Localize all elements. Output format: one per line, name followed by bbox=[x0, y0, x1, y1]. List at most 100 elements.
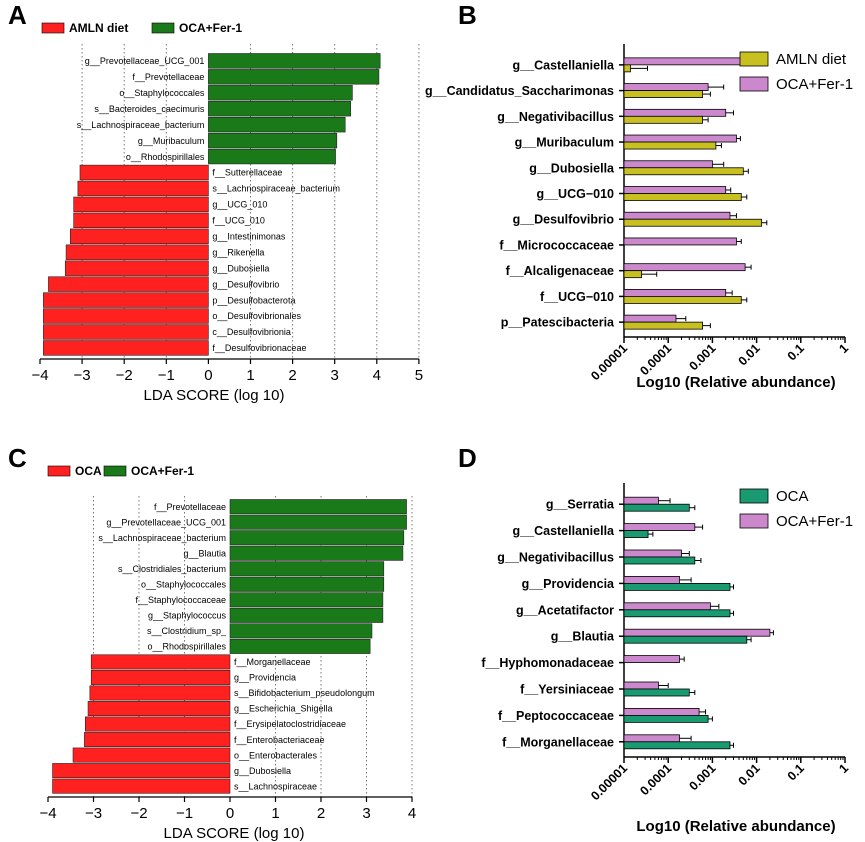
x-tick-label: 1 bbox=[836, 761, 851, 776]
bar bbox=[48, 276, 209, 292]
x-tick-label: 0.0001 bbox=[637, 341, 674, 378]
x-tick-label: 5 bbox=[415, 367, 423, 384]
bar-label: o__Rhodospirillales bbox=[126, 152, 205, 162]
x-tick-label: −2 bbox=[130, 805, 147, 822]
legend-swatch bbox=[739, 51, 769, 67]
x-tick-label: −1 bbox=[176, 805, 193, 822]
y-tick-label: g__Blautia bbox=[551, 630, 615, 644]
x-tick-label: 0.01 bbox=[736, 341, 763, 368]
y-tick-label: g__Negativibacillus bbox=[497, 551, 614, 565]
bar bbox=[623, 556, 696, 565]
bar-label: f__Erysipelatoclostridiaceae bbox=[234, 719, 346, 729]
bar-label: o__Desulfovibrionales bbox=[212, 311, 301, 321]
y-tick-label: g__Muribaculum bbox=[515, 136, 614, 150]
bar bbox=[623, 289, 727, 297]
legend-swatch bbox=[739, 488, 769, 504]
y-tick-label: f__Micrococcaceae bbox=[499, 238, 614, 252]
bar bbox=[229, 499, 407, 515]
y-tick-label: f__Hyphomonadaceae bbox=[481, 656, 614, 670]
y-tick-label: f__Yersiniaceae bbox=[520, 683, 614, 697]
legend-label: OCA+Fer-1 bbox=[776, 76, 853, 93]
legend-label: AMLN diet bbox=[776, 51, 847, 68]
bar-label: g__Staphylococcus bbox=[148, 611, 227, 621]
bar-label: o__Rhodospirillales bbox=[147, 642, 226, 652]
x-tick-label: 0.01 bbox=[736, 761, 763, 788]
x-tick-label: 0.001 bbox=[687, 761, 719, 793]
bar bbox=[623, 530, 649, 538]
bar bbox=[623, 314, 677, 323]
bar bbox=[623, 635, 748, 644]
legend-label: OCA+Fer-1 bbox=[179, 21, 242, 35]
y-tick-label: f__UCG−010 bbox=[540, 290, 614, 304]
bar bbox=[623, 64, 631, 73]
bar bbox=[623, 167, 744, 176]
y-tick-label: g__Acetatifactor bbox=[516, 603, 614, 617]
panel-label: A bbox=[8, 0, 27, 30]
y-tick-label: g__UCG−010 bbox=[537, 187, 615, 201]
x-axis-label: LDA SCORE (log 10) bbox=[164, 825, 305, 842]
bar bbox=[623, 83, 709, 91]
x-tick-label: 0.00001 bbox=[588, 341, 630, 383]
bar bbox=[623, 160, 713, 169]
bar bbox=[623, 715, 709, 723]
bar bbox=[623, 655, 680, 663]
bar bbox=[70, 228, 209, 244]
bar-label: f__Desulfovibrionaceae bbox=[212, 343, 306, 353]
x-axis-label: Log10 (Relative abundance) bbox=[636, 818, 835, 835]
y-tick-label: f__Morganellaceae bbox=[502, 735, 614, 749]
bar bbox=[73, 212, 209, 229]
x-tick-label: 0.0001 bbox=[637, 761, 674, 798]
x-tick-label: −3 bbox=[85, 805, 102, 822]
bar bbox=[208, 132, 338, 149]
bar bbox=[208, 53, 381, 69]
bar-label: o__Staphylococcales bbox=[119, 88, 205, 98]
bar bbox=[90, 654, 231, 670]
bar bbox=[229, 514, 407, 530]
y-tick-label: g__Serratia bbox=[546, 498, 615, 512]
bar bbox=[623, 681, 659, 690]
x-tick-label: 0.1 bbox=[785, 341, 807, 363]
bar bbox=[43, 308, 209, 324]
bar bbox=[229, 530, 405, 546]
panel-label: D bbox=[458, 443, 477, 473]
bar bbox=[72, 747, 231, 763]
bar-label: s__Lachnospiraceae bbox=[234, 781, 317, 791]
bar bbox=[77, 180, 209, 197]
x-tick-label: 0.00001 bbox=[588, 761, 630, 803]
x-tick-label: 3 bbox=[331, 367, 339, 384]
bar bbox=[208, 116, 346, 133]
bar-label: f__Sutterellaceae bbox=[212, 168, 282, 178]
x-axis-label: LDA SCORE (log 10) bbox=[144, 387, 285, 404]
x-tick-label: 4 bbox=[373, 367, 381, 384]
panel-b: B 0.00001 0.0001 0.001 0.01 0.1 1 Log10 (Relati… bbox=[425, 0, 853, 391]
x-tick-label: 0.1 bbox=[785, 761, 807, 783]
panel-label: C bbox=[8, 443, 27, 473]
bar-label: g__Intestinimonas bbox=[212, 231, 286, 241]
bar-label: s__Lachnospiraceae_bacterium bbox=[212, 184, 340, 194]
bar-label: f__Prevotellaceae bbox=[154, 502, 226, 512]
bar bbox=[229, 638, 371, 654]
bar-label: f__Morganellaceae bbox=[234, 657, 311, 667]
bar bbox=[208, 69, 380, 85]
bar bbox=[623, 496, 659, 505]
legend-swatch bbox=[103, 465, 127, 477]
bar bbox=[229, 623, 373, 639]
x-tick-label: 0.001 bbox=[687, 341, 719, 373]
y-tick-label: g__Castellaniella bbox=[513, 58, 615, 72]
x-tick-label: 4 bbox=[408, 805, 416, 822]
bar bbox=[623, 90, 703, 98]
bar-label: g__Prevotellaceae_UCG_001 bbox=[106, 517, 226, 527]
bar bbox=[73, 196, 209, 213]
y-tick-label: g__Dubosiella bbox=[529, 161, 615, 175]
bar-label: f__Enterobacteriaceae bbox=[234, 735, 325, 745]
bar-label: g__UCG_010 bbox=[212, 200, 267, 210]
legend-swatch bbox=[41, 22, 65, 34]
legend-swatch bbox=[739, 76, 769, 92]
bar bbox=[43, 324, 209, 340]
bar-label: s__Clostridiales_bacterium bbox=[118, 564, 226, 574]
bar bbox=[623, 211, 731, 220]
bar-label: s__Clostridium_sp_ bbox=[147, 626, 227, 636]
bar bbox=[64, 260, 209, 276]
x-tick-label: −3 bbox=[74, 367, 91, 384]
